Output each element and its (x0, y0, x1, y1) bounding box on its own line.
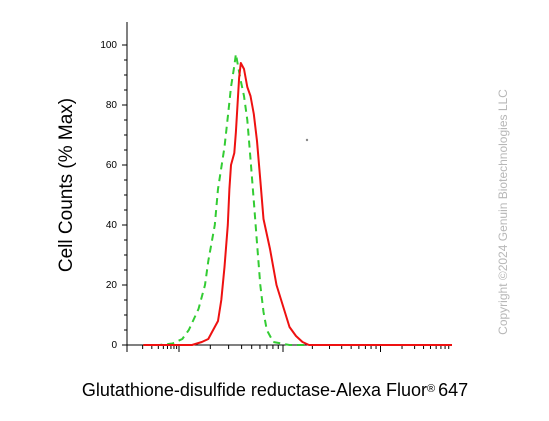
y-tick-label: 60 (106, 160, 118, 171)
x-axis-title-suffix: 647 (438, 380, 468, 400)
series-layer (143, 53, 452, 346)
y-tick-label: 0 (111, 340, 117, 351)
y-tick-label: 80 (106, 100, 118, 111)
y-ticks: 0 20 40 60 80 100 (100, 40, 127, 351)
y-tick-label: 20 (106, 280, 118, 291)
copyright-watermark: Copyright ©2024 Genuin Biotechnologies L… (496, 89, 510, 335)
isotype-control-curve (143, 53, 322, 346)
y-tick-label: 40 (106, 220, 118, 231)
x-axis-title: Glutathione-disulfide reductase-Alexa Fl… (82, 380, 468, 400)
x-axis-title-registered: ® (427, 383, 435, 395)
x-axis-title-main: Glutathione-disulfide reductase-Alexa Fl… (82, 380, 427, 400)
stray-dot (305, 138, 309, 142)
sample-curve (143, 62, 452, 346)
y-axis-title: Cell Counts (% Max) (56, 98, 77, 272)
y-tick-label: 100 (100, 40, 117, 51)
x-ticks (126, 345, 450, 352)
